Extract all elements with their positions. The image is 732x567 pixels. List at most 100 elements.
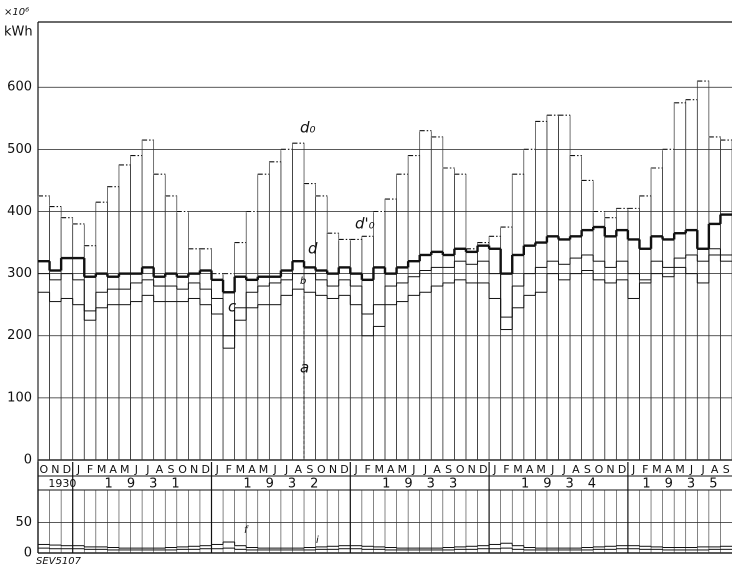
x-tick-label: M: [374, 463, 384, 476]
x-tick-label: M: [120, 463, 130, 476]
x-tick-label: J: [272, 463, 276, 476]
column: [708, 136, 721, 461]
column: [615, 208, 629, 461]
x-tick-label: M: [536, 463, 546, 476]
x-tick-label: S: [723, 463, 730, 476]
x-tick-label: O: [178, 463, 187, 476]
x-tick-label: J: [353, 463, 357, 476]
column: [673, 102, 687, 461]
column: [211, 273, 224, 461]
x-tick-label: S: [168, 463, 175, 476]
x-tick-label: A: [156, 463, 164, 476]
column: [118, 164, 131, 461]
x-tick-label: J: [550, 463, 554, 476]
column: [49, 206, 62, 461]
column: [627, 208, 640, 461]
x-tick-label: F: [364, 463, 370, 476]
column: [37, 195, 50, 461]
column: [72, 223, 85, 461]
x-tick-label: M: [97, 463, 107, 476]
x-tick-label: M: [513, 463, 523, 476]
column: [107, 186, 120, 461]
x-tick-label: J: [284, 463, 288, 476]
column: [696, 80, 710, 461]
column: [188, 248, 201, 461]
x-tick-label: M: [652, 463, 662, 476]
y-tick-label: 300: [7, 266, 32, 281]
series-label: f: [244, 525, 249, 536]
column: [164, 195, 178, 461]
column: [234, 242, 247, 461]
column: [326, 232, 340, 461]
y-tick-label: 0: [24, 546, 32, 561]
column: [338, 239, 351, 461]
series-label: i: [316, 535, 319, 546]
x-tick-label: J: [76, 463, 80, 476]
column: [569, 155, 582, 461]
x-tick-label: D: [63, 463, 71, 476]
column: [257, 173, 270, 461]
x-tick-label: N: [329, 463, 337, 476]
year-label: 1935: [642, 477, 731, 492]
column: [511, 173, 525, 461]
column: [60, 217, 74, 461]
series-label: a: [300, 359, 309, 377]
x-tick-label: M: [259, 463, 269, 476]
x-tick-label: M: [398, 463, 408, 476]
x-tick-label: O: [456, 463, 465, 476]
x-tick-label: M: [236, 463, 246, 476]
column: [454, 173, 467, 461]
x-tick-label: A: [433, 463, 441, 476]
x-tick-label: J: [215, 463, 219, 476]
x-tick-label: J: [700, 463, 704, 476]
x-tick-label: J: [411, 463, 415, 476]
x-tick-label: D: [479, 463, 487, 476]
x-tick-label: S: [445, 463, 452, 476]
column: [430, 136, 444, 461]
x-tick-label: J: [562, 463, 566, 476]
year-label: 1934: [521, 477, 610, 492]
column: [407, 155, 421, 461]
x-tick-label: A: [665, 463, 673, 476]
axis-unit: kWh: [4, 25, 33, 40]
x-tick-label: J: [134, 463, 138, 476]
x-tick-label: F: [642, 463, 648, 476]
x-tick-label: A: [526, 463, 534, 476]
x-tick-label: A: [248, 463, 256, 476]
source: SEV5107: [36, 556, 82, 567]
x-tick-label: M: [675, 463, 685, 476]
column: [419, 130, 432, 461]
x-tick-label: J: [631, 463, 635, 476]
column: [95, 201, 108, 461]
y-tick-label: 600: [7, 80, 32, 95]
x-tick-label: J: [423, 463, 427, 476]
series-label: d₀: [300, 119, 316, 137]
x-tick-label: D: [340, 463, 348, 476]
column: [500, 226, 513, 461]
x-tick-label: J: [492, 463, 496, 476]
y-tick-label: 50: [15, 515, 32, 530]
column: [581, 180, 594, 461]
x-tick-label: F: [226, 463, 232, 476]
column: [280, 149, 293, 461]
column: [153, 173, 166, 461]
x-tick-label: O: [317, 463, 326, 476]
column: [384, 198, 397, 461]
column: [199, 248, 212, 461]
column: [268, 161, 282, 461]
x-tick-label: S: [306, 463, 313, 476]
x-tick-label: A: [294, 463, 302, 476]
x-tick-label: F: [87, 463, 93, 476]
x-tick-label: A: [711, 463, 719, 476]
series-label: b: [300, 276, 306, 287]
annotation: d'₀: [355, 215, 375, 233]
x-tick-label: N: [190, 463, 198, 476]
y-tick-label: 0: [24, 453, 32, 468]
column: [396, 173, 409, 461]
x-tick-label: O: [595, 463, 604, 476]
y-tick-label: 500: [7, 142, 32, 157]
x-tick-label: F: [503, 463, 509, 476]
column: [558, 114, 571, 461]
year-label: 1932: [243, 477, 332, 492]
year-label: 1930: [48, 477, 76, 490]
